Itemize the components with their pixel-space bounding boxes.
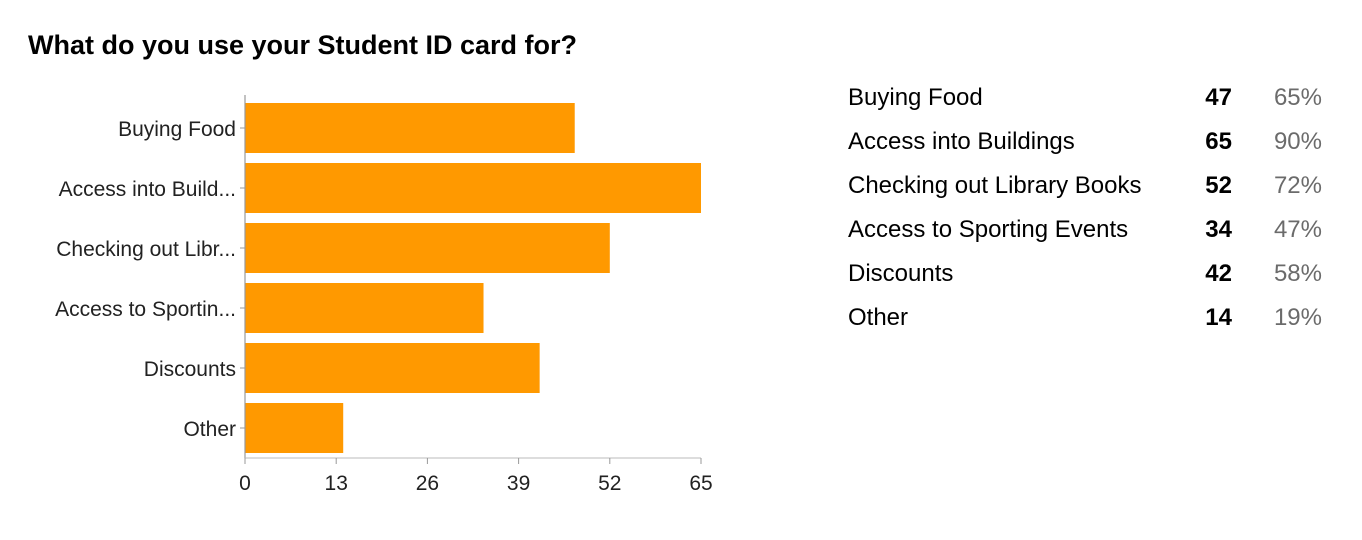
summary-row-buying-food: Buying Food 47 65% <box>848 76 1328 120</box>
summary-count: 52 <box>1205 172 1232 199</box>
summary-percent: 90% <box>1273 128 1322 155</box>
x-tick-label-0: 0 <box>239 472 251 495</box>
summary-label: Access to Sporting Events <box>848 216 1129 243</box>
bar-access-to-sportin <box>245 283 484 333</box>
summary-row-discounts: Discounts 42 58% <box>848 252 1328 296</box>
category-label-buying-food: Buying Food <box>118 118 236 141</box>
summary-label: Checking out Library Books <box>848 172 1142 199</box>
summary-percent: 65% <box>1273 84 1322 111</box>
tick-labels: 0 13 26 39 52 65 <box>239 472 713 495</box>
category-label-access-into-build: Access into Build... <box>59 178 236 201</box>
axis-layer <box>240 95 702 464</box>
bar-buying-food <box>245 103 575 153</box>
summary-percent: 19% <box>1273 304 1322 331</box>
bar-other <box>245 403 344 453</box>
summary-count: 47 <box>1205 84 1232 111</box>
bar-discounts <box>245 343 540 393</box>
summary-label: Access into Buildings <box>848 128 1075 155</box>
summary-row-other: Other 14 19% <box>848 296 1328 340</box>
summary-label: Buying Food <box>848 84 983 111</box>
summary-count: 34 <box>1205 216 1232 243</box>
summary-row-sporting-events: Access to Sporting Events 34 47% <box>848 208 1328 252</box>
category-label-access-to-sportin: Access to Sportin... <box>55 298 236 321</box>
x-tick-label-26: 26 <box>416 472 439 495</box>
category-label-other: Other <box>183 418 236 441</box>
category-label-checking-out-libr: Checking out Libr... <box>56 238 236 261</box>
x-tick-label-39: 39 <box>507 472 530 495</box>
chart-title: What do you use your Student ID card for… <box>28 30 578 60</box>
summary-label: Other <box>848 304 909 331</box>
summary-count: 65 <box>1205 128 1232 155</box>
summary-percent: 72% <box>1273 172 1322 199</box>
summary-row-library-books: Checking out Library Books 52 72% <box>848 164 1328 208</box>
category-label-discounts: Discounts <box>144 358 236 381</box>
summary-count: 14 <box>1205 304 1232 331</box>
bar-checking-out-libr <box>245 223 610 273</box>
summary-row-access-buildings: Access into Buildings 65 90% <box>848 120 1328 164</box>
summary-percent: 47% <box>1273 216 1322 243</box>
summary-label: Discounts <box>848 260 954 287</box>
bars-layer <box>245 103 701 453</box>
x-tick-label-52: 52 <box>598 472 621 495</box>
category-labels: Buying Food Access into Build... Checking … <box>55 118 236 441</box>
summary-table: Buying Food 47 65% Access into Buildings… <box>848 76 1328 340</box>
bar-chart: Buying Food Access into Build... Checking … <box>55 95 713 495</box>
summary-percent: 58% <box>1273 260 1322 287</box>
x-tick-label-65: 65 <box>689 472 712 495</box>
bar-access-into-build <box>245 163 701 213</box>
summary-count: 42 <box>1205 260 1232 287</box>
x-tick-label-13: 13 <box>325 472 348 495</box>
